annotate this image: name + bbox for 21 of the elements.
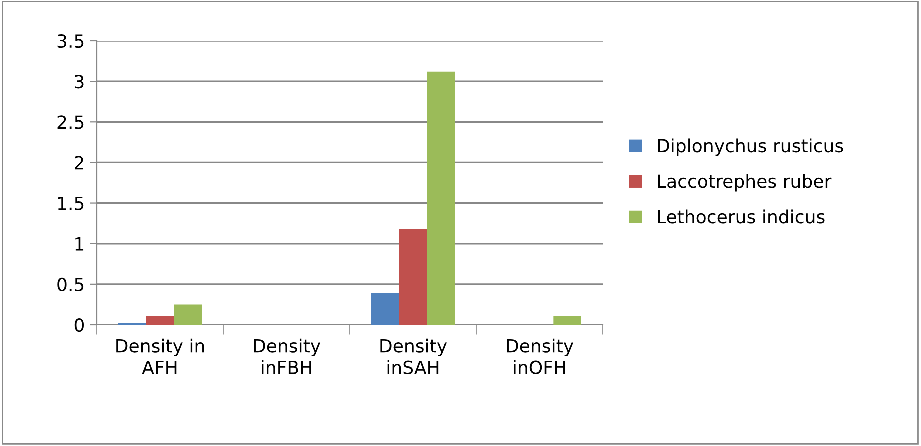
- legend-label: Lethocerus indicus: [658, 210, 825, 224]
- y-tick-label: 2: [75, 156, 84, 170]
- bar: [427, 72, 455, 325]
- x-tick-label: Density inFBH: [254, 338, 321, 374]
- y-tick-label: 1.5: [58, 196, 84, 210]
- y-tick-label: 1: [76, 238, 84, 251]
- x-tick-label: Density inSAH: [380, 338, 448, 374]
- bar: [372, 293, 400, 325]
- bar: [554, 316, 582, 325]
- x-tick-label: Density inOFH: [507, 338, 574, 374]
- y-tick-label: 3.5: [58, 34, 84, 48]
- bar: [146, 316, 174, 325]
- legend-label: Laccotrephes ruber: [658, 174, 832, 192]
- y-tick-label: 3: [75, 75, 84, 89]
- x-tick-label: Density in AFH: [116, 338, 204, 374]
- bar: [174, 304, 202, 325]
- bar: [399, 229, 428, 325]
- legend-label: Diplonychus rusticus: [658, 138, 844, 156]
- y-tick-label: 2.5: [58, 116, 84, 130]
- y-tick-label: 0.5: [58, 278, 84, 292]
- y-tick-label: 0: [74, 318, 84, 332]
